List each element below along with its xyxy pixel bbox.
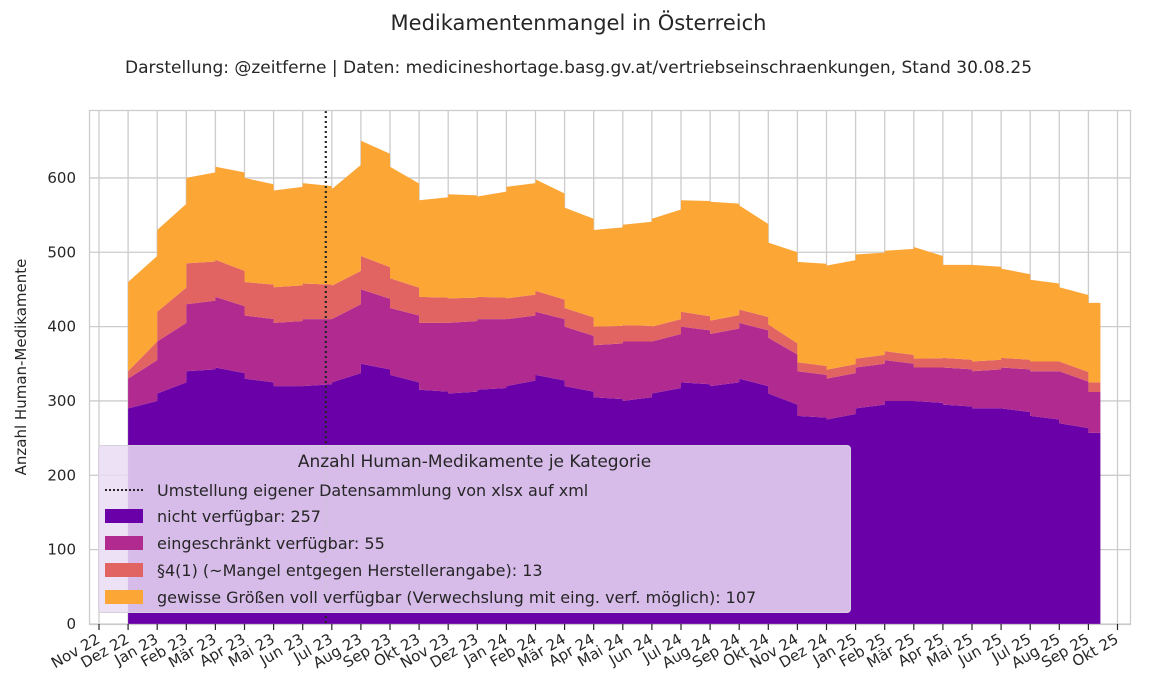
y-tick-label: 200 bbox=[47, 466, 76, 484]
legend-swatch bbox=[105, 536, 143, 550]
legend-item-series-0: nicht verfügbar: 257 bbox=[105, 504, 321, 528]
y-axis: 0 100 200 300 400 500 600 bbox=[47, 169, 76, 633]
y-tick-label: 100 bbox=[47, 541, 76, 559]
y-axis-label: Anzahl Human-Medikamente bbox=[12, 259, 30, 476]
legend-item-series-3: gewisse Größen voll verfügbar (Verwechsl… bbox=[105, 585, 756, 609]
legend-title: Anzahl Human-Medikamente je Kategorie bbox=[297, 452, 652, 472]
legend-label: nicht verfügbar: 257 bbox=[157, 506, 321, 526]
y-tick-label: 300 bbox=[47, 392, 76, 410]
legend-label: gewisse Größen voll verfügbar (Verwechsl… bbox=[157, 587, 757, 607]
y-tick-label: 500 bbox=[47, 243, 76, 261]
legend: Anzahl Human-Medikamente je Kategorie Um… bbox=[98, 445, 851, 613]
y-tick-label: 0 bbox=[66, 615, 76, 633]
legend-swatch bbox=[105, 563, 143, 577]
area-series-2 bbox=[128, 255, 1101, 393]
chart-subtitle: Darstellung: @zeitferne | Daten: medicin… bbox=[124, 58, 1033, 78]
dotted-line-icon bbox=[105, 489, 143, 491]
legend-label: §4(1) (~Mangel entgegen Herstellerangabe… bbox=[157, 560, 543, 580]
chart-title: Medikamentenmangel in Österreich bbox=[390, 11, 767, 35]
legend-swatch bbox=[105, 509, 143, 523]
legend-swatch bbox=[105, 590, 143, 604]
y-tick-label: 400 bbox=[47, 318, 76, 336]
legend-item-series-2: §4(1) (~Mangel entgegen Herstellerangabe… bbox=[105, 558, 543, 582]
legend-item-series-1: eingeschränkt verfügbar: 55 bbox=[105, 531, 385, 555]
area-series-3 bbox=[128, 140, 1101, 383]
legend-item-reference-line: Umstellung eigener Datensammlung von xls… bbox=[105, 478, 588, 502]
legend-label: eingeschränkt verfügbar: 55 bbox=[157, 533, 385, 553]
area-series-1 bbox=[128, 289, 1101, 433]
plot-frame bbox=[88, 109, 1132, 626]
legend-label: Umstellung eigener Datensammlung von xls… bbox=[157, 480, 589, 500]
y-tick-label: 600 bbox=[47, 169, 76, 187]
